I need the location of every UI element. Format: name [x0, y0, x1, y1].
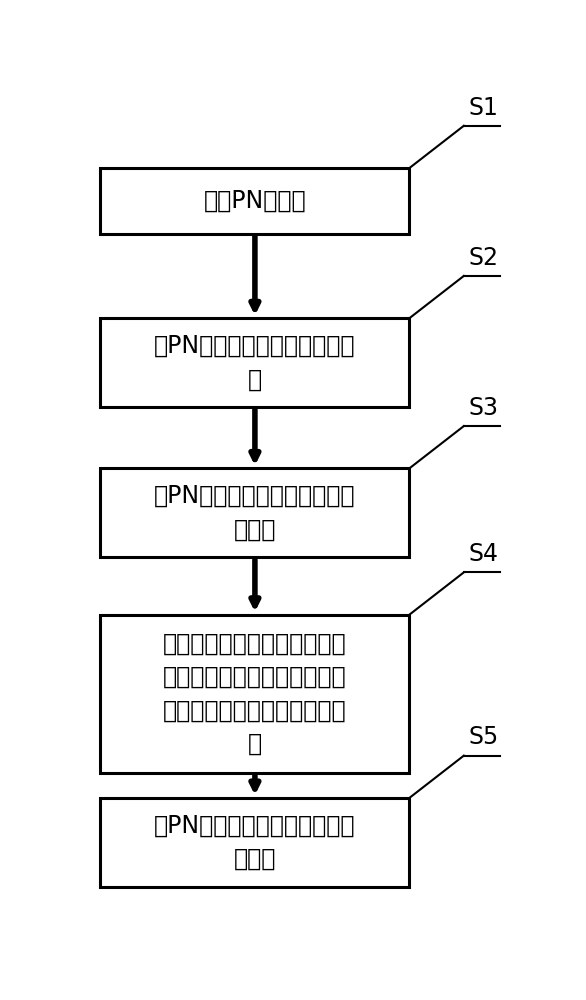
- Text: S3: S3: [468, 396, 498, 420]
- Text: S1: S1: [468, 96, 498, 120]
- Text: S5: S5: [468, 725, 499, 749]
- Text: 在PN结结构下表面制备陷光结
构阵列: 在PN结结构下表面制备陷光结 构阵列: [154, 814, 356, 871]
- Text: S2: S2: [468, 246, 498, 270]
- Text: 分别在欧姆接触电极和读出电
路上制备铟柱，将欧姆接触电
极和读出电路通过铟柱进行互
联: 分别在欧姆接触电极和读出电 路上制备铟柱，将欧姆接触电 极和读出电路通过铟柱进行…: [163, 631, 347, 756]
- Text: 在PN结结构上表面制备欧姆接
触电极: 在PN结结构上表面制备欧姆接 触电极: [154, 484, 356, 541]
- Text: 构建PN结结构: 构建PN结结构: [203, 189, 306, 213]
- Bar: [101, 615, 409, 773]
- Text: S4: S4: [468, 542, 498, 566]
- Bar: [101, 798, 409, 887]
- Bar: [101, 318, 409, 407]
- Text: 在PN结结构上表面制备像元阵
列: 在PN结结构上表面制备像元阵 列: [154, 334, 356, 391]
- Bar: [101, 468, 409, 557]
- Bar: [101, 168, 409, 234]
